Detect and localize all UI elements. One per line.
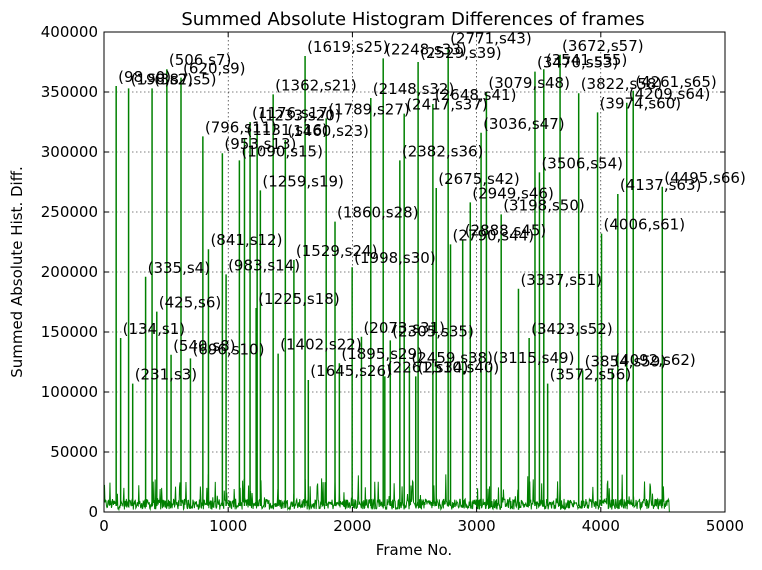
y-tick-label: 300000 [41, 143, 98, 161]
y-tick-label: 400000 [41, 23, 98, 41]
y-tick-label: 0 [88, 503, 98, 521]
x-axis: 0 1000 2000 3000 4000 5000 [99, 32, 744, 535]
peak-label: (2417,s37) [406, 96, 488, 114]
peak-label: (1998,s30) [354, 249, 436, 267]
peak-label: (2675,s42) [438, 170, 520, 188]
peak-label: (387,s5) [154, 70, 216, 88]
peak-label: (2382,s36) [402, 142, 484, 160]
peak-label: (4137,s63) [620, 176, 702, 194]
peak-label: (425,s6) [159, 294, 221, 312]
peak-label: (2888,s45) [465, 222, 547, 240]
peak-label: (2648,s41) [435, 86, 517, 104]
peak-label: (1860,s28) [337, 204, 419, 222]
peak-label: (1233,s20) [259, 106, 341, 124]
peak-label: (1619,s25) [307, 38, 389, 56]
peak-label: (4495,s66) [664, 169, 746, 187]
peak-label: (2771,s43) [450, 30, 532, 48]
peak-label: (2949,s46) [472, 184, 554, 202]
peak-label: (3337,s51) [520, 271, 602, 289]
peak-label: (620,s9) [183, 60, 245, 78]
peak-label: (2261,s34) [387, 358, 469, 376]
peak-label: (3470,s53) [537, 54, 619, 72]
peak-label: (796,s11) [205, 118, 277, 136]
peak-label: (1259,s19) [262, 172, 344, 190]
x-tick-label: 3000 [458, 517, 496, 535]
peak-label: (3854,s59) [585, 352, 667, 370]
peak-label: (983,s14) [228, 256, 300, 274]
peak-label: (4261,s65) [635, 73, 717, 91]
peak-label: (696,s10) [192, 340, 264, 358]
peak-label: (98,s0) [118, 68, 171, 86]
peak-label: (2248,s33) [385, 40, 467, 58]
peak-label: (134,s1) [123, 320, 185, 338]
peak-label: (841,s12) [210, 231, 282, 249]
x-tick-label: 0 [99, 517, 109, 535]
peak-annotations: (98,s0)(134,s1)(198,s2)(231,s3)(335,s4)(… [118, 30, 746, 384]
peak-label: (1460,s23) [287, 122, 369, 140]
peak-label: (1176,s17) [252, 104, 334, 122]
x-axis-label: Frame No. [376, 541, 452, 559]
peak-label: (540,s8) [173, 337, 235, 355]
peak-label: (1789,s27) [328, 100, 410, 118]
peak-label: (2459,s38) [411, 349, 493, 367]
x-tick-label: 5000 [706, 517, 744, 535]
peak-label: (3822,s58) [581, 75, 663, 93]
peak-label: (198,s2) [131, 70, 193, 88]
peak-label: (231,s3) [135, 366, 197, 384]
peak-label: (3572,s56) [550, 366, 632, 384]
peak-label: (4092,s62) [614, 351, 696, 369]
peak-label: (3974,s60) [600, 94, 682, 112]
peak-label: (3115,s49) [493, 349, 575, 367]
x-tick-label: 4000 [582, 517, 620, 535]
peak-label: (1090,s15) [241, 142, 323, 160]
peak-label: (1645,s26) [310, 362, 392, 380]
peak-label: (3198,s50) [503, 196, 585, 214]
y-axis: 0 50000 100000 150000 200000 250000 300000 3500… [41, 23, 725, 521]
y-tick-label: 250000 [41, 203, 98, 221]
peak-label: (3079,s48) [488, 74, 570, 92]
peak-label: (2529,s39) [420, 44, 502, 62]
peak-label: (4006,s61) [604, 216, 686, 234]
peak-label: (335,s4) [148, 259, 210, 277]
peak-label: (3036,s47) [483, 115, 565, 133]
peak-label: (506,s7) [169, 51, 231, 69]
peak-label: (2148,s32) [373, 80, 455, 98]
peak-label: (3423,s52) [531, 320, 613, 338]
series-line [103, 47, 725, 513]
peak-label: (2510,s40) [418, 358, 500, 376]
peak-label: (4209,s64) [629, 85, 711, 103]
noise-line [103, 474, 671, 513]
peak-label: (2073,s31) [363, 319, 445, 337]
peak-label: (953,s13) [224, 135, 296, 153]
y-tick-label: 150000 [41, 323, 98, 341]
peak-label: (3672,s57) [562, 37, 644, 55]
y-axis-label: Summed Absolute Hist. Diff. [8, 166, 26, 378]
peak-label: (1895,s29) [341, 345, 423, 363]
peak-label: (1402,s22) [280, 336, 362, 354]
peak-label: (2790,s44) [453, 226, 535, 244]
peak-label: (2305,s35) [392, 322, 474, 340]
peak-label: (1529,s24) [296, 242, 378, 260]
y-tick-label: 50000 [50, 443, 98, 461]
chart-title: Summed Absolute Histogram Differences of… [181, 9, 644, 30]
peak-label: (3541,s55) [546, 51, 628, 69]
x-tick-label: 2000 [333, 517, 371, 535]
x-tick-label: 1000 [209, 517, 247, 535]
peak-label: (3506,s54) [541, 154, 623, 172]
peak-label: (1131,s16) [246, 121, 328, 139]
peak-label: (1362,s21) [275, 76, 357, 94]
y-tick-label: 100000 [41, 383, 98, 401]
peak-label: (1225,s18) [258, 290, 340, 308]
y-tick-label: 350000 [41, 83, 98, 101]
y-tick-label: 200000 [41, 263, 98, 281]
